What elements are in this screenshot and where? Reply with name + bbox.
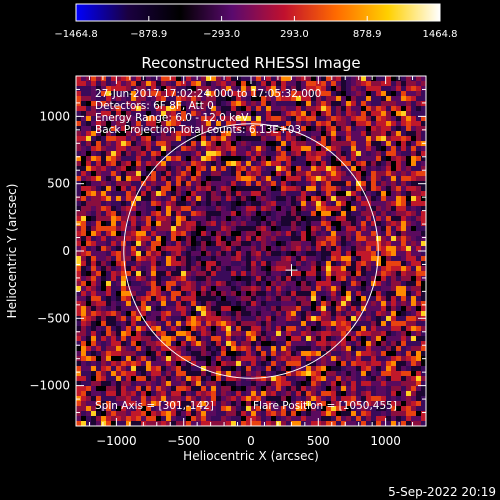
colorbar [75, 3, 441, 22]
y-tick-label: 1000 [39, 109, 70, 123]
y-axis-label: Heliocentric Y (arcsec) [5, 184, 19, 319]
spin-axis-marker [285, 264, 298, 277]
colorbar-tick-label: −1464.8 [54, 29, 97, 40]
colorbar-tick-label: −878.9 [130, 29, 167, 40]
annotation-method: Back Projection Total counts: 6.13E+03 [95, 124, 301, 136]
x-tick-label: 500 [307, 434, 330, 448]
annotation-spin-axis: Spin Axis = [301,-142] [95, 400, 214, 412]
x-tick-label: 0 [247, 434, 255, 448]
colorbar-tick-label: 1464.8 [423, 29, 458, 40]
colorbar-tick-label: 293.0 [280, 29, 309, 40]
annotation-detectors: Detectors: 6F 8F, Att 0 [95, 100, 214, 112]
colorbar-tick-label: 878.9 [353, 29, 382, 40]
annotation-energy: Energy Range: 6.0 - 12.0 keV [95, 112, 249, 124]
annotation-flare-position: Flare Position = [1050,455] [253, 400, 397, 412]
y-tick-label: 0 [62, 244, 70, 258]
axis-ticks: −1000 −500 0 500 1000 −1000 −500 0 500 1000 [29, 76, 426, 448]
x-axis-label: Heliocentric X (arcsec) [183, 449, 319, 463]
y-tick-label: 500 [47, 177, 70, 191]
x-tick-label: −500 [167, 434, 200, 448]
y-tick-label: −1000 [29, 379, 70, 393]
chart-title: Reconstructed RHESSI Image [141, 54, 360, 72]
x-tick-label: 1000 [370, 434, 401, 448]
image-pixels [76, 76, 426, 426]
colorbar-tick-label: −293.0 [203, 29, 240, 40]
colorbar-ticks: −1464.8 −878.9 −293.0 293.0 878.9 1464.8 [54, 16, 458, 40]
x-tick-label: −1000 [96, 434, 137, 448]
solar-limb-circle [123, 123, 379, 379]
footer-date: 5-Sep-2022 20:19 [388, 485, 496, 499]
y-tick-label: −500 [37, 311, 70, 325]
annotation-time: 27-Jun-2017 17:02:24.000 to 17:05:32.000 [95, 88, 321, 100]
